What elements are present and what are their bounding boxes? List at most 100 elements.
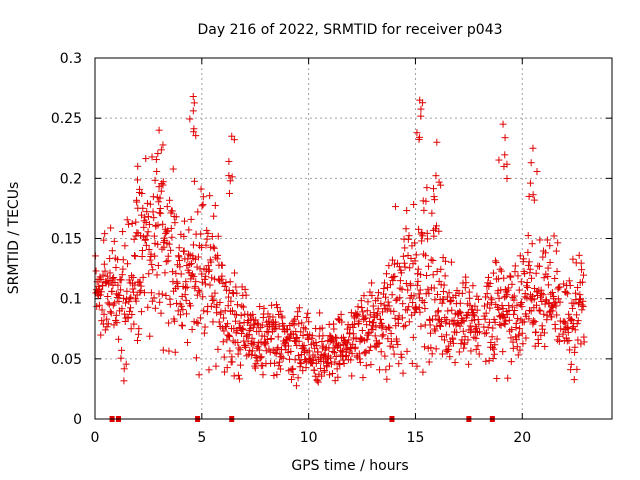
data-point [159, 178, 167, 186]
data-point [157, 209, 165, 217]
data-point [533, 291, 541, 299]
data-point [199, 293, 207, 301]
data-point [355, 317, 363, 325]
data-point [503, 175, 511, 183]
data-point [273, 371, 281, 379]
data-point [410, 292, 418, 300]
data-point [249, 310, 257, 318]
data-point [270, 372, 278, 380]
data-point [451, 359, 459, 367]
data-point [404, 235, 412, 243]
data-point [100, 260, 108, 268]
data-point [150, 294, 158, 302]
data-point [119, 265, 127, 273]
data-point [287, 347, 295, 355]
data-point [528, 240, 536, 248]
data-point [151, 304, 159, 312]
data-point [573, 320, 581, 328]
data-point [415, 303, 423, 311]
data-point [511, 306, 519, 314]
data-point [192, 132, 200, 140]
data-point [194, 208, 202, 216]
data-point [280, 340, 288, 348]
data-point [112, 264, 120, 272]
data-point [501, 151, 509, 159]
data-point [189, 107, 197, 115]
data-point [580, 338, 588, 346]
data-point [283, 325, 291, 333]
data-point [273, 301, 281, 309]
data-point [526, 306, 534, 314]
data-point [540, 329, 548, 337]
data-point [194, 319, 202, 327]
data-point [289, 371, 297, 379]
data-point [417, 271, 425, 279]
data-point [497, 321, 505, 329]
x-tick-label: 5 [197, 430, 206, 446]
data-point [154, 221, 162, 229]
data-point [371, 332, 379, 340]
data-point [305, 347, 313, 355]
data-point [236, 361, 244, 369]
data-point [374, 310, 382, 318]
data-point [165, 347, 173, 355]
data-point [434, 307, 442, 315]
data-point [274, 304, 282, 312]
data-point [248, 347, 256, 355]
data-point [127, 304, 135, 312]
data-point [417, 322, 425, 330]
data-point [360, 292, 368, 300]
data-point [431, 196, 439, 204]
data-point [270, 325, 278, 333]
data-point [374, 305, 382, 313]
data-point [101, 326, 109, 334]
data-point [97, 288, 105, 296]
data-point [276, 307, 284, 315]
data-point [471, 302, 479, 310]
data-point [527, 159, 535, 167]
data-point [514, 351, 522, 359]
data-point [156, 298, 164, 306]
data-point [150, 214, 158, 222]
data-point [548, 289, 556, 297]
data-point [520, 318, 528, 326]
data-point [399, 300, 407, 308]
data-point [136, 185, 144, 193]
data-point [481, 315, 489, 323]
data-point [375, 339, 383, 347]
data-point [214, 251, 222, 259]
data-point [414, 270, 422, 278]
data-point [569, 255, 577, 263]
data-point [313, 342, 321, 350]
data-point [157, 309, 165, 317]
data-point [334, 315, 342, 323]
data-point [430, 232, 438, 240]
data-point [381, 352, 389, 360]
data-point [178, 321, 186, 329]
data-point [217, 275, 225, 283]
data-point [225, 189, 233, 197]
data-point [137, 308, 145, 316]
data-point [574, 317, 582, 325]
data-point [485, 282, 493, 290]
data-point [157, 146, 165, 154]
data-point [280, 322, 288, 330]
data-point [372, 323, 380, 331]
data-point [218, 261, 226, 269]
data-point [311, 372, 319, 380]
data-point [220, 327, 228, 335]
data-point [363, 307, 371, 315]
data-point [120, 377, 128, 385]
data-point [138, 253, 146, 261]
data-point [557, 325, 565, 333]
data-point [208, 232, 216, 240]
data-point [500, 274, 508, 282]
data-point [528, 274, 536, 282]
data-point [473, 292, 481, 300]
data-point [535, 262, 543, 270]
data-point [482, 357, 490, 365]
data-point [216, 298, 224, 306]
data-point [193, 263, 201, 271]
data-point [169, 268, 177, 276]
data-point [554, 295, 562, 303]
